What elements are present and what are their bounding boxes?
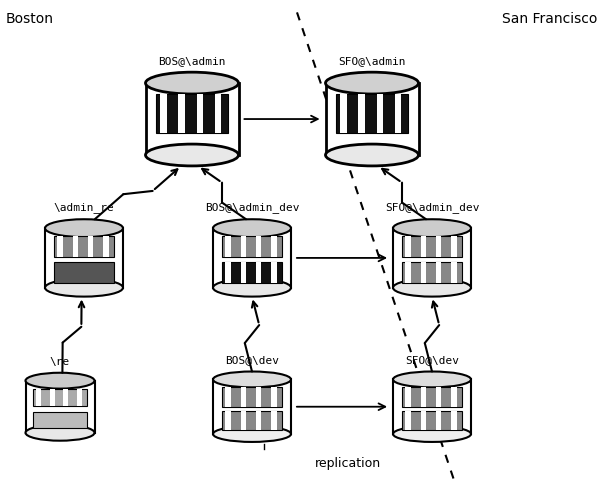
Bar xyxy=(37,389,41,406)
Ellipse shape xyxy=(393,372,471,387)
Ellipse shape xyxy=(213,219,291,237)
Bar xyxy=(406,236,411,257)
Ellipse shape xyxy=(213,426,291,442)
Bar xyxy=(358,94,365,133)
Bar xyxy=(197,94,203,133)
Bar xyxy=(421,262,426,283)
Ellipse shape xyxy=(25,425,95,440)
Bar xyxy=(160,94,167,133)
Ellipse shape xyxy=(146,72,239,94)
Bar xyxy=(103,236,109,257)
Bar xyxy=(325,83,419,155)
Bar xyxy=(221,411,283,430)
Bar xyxy=(421,236,426,257)
Bar xyxy=(215,94,221,133)
Bar xyxy=(221,387,283,407)
Ellipse shape xyxy=(45,279,123,297)
Bar xyxy=(401,387,463,407)
Bar xyxy=(377,94,383,133)
Ellipse shape xyxy=(393,279,471,297)
Text: BOS@\admin_dev: BOS@\admin_dev xyxy=(205,202,299,213)
Bar xyxy=(221,236,283,257)
Bar xyxy=(271,236,277,257)
Bar xyxy=(451,236,457,257)
Bar xyxy=(406,387,411,407)
Bar xyxy=(401,236,463,257)
Bar xyxy=(451,262,457,283)
Bar xyxy=(241,262,246,283)
Bar xyxy=(451,411,457,430)
Text: SFO@\admin: SFO@\admin xyxy=(338,56,406,66)
Bar xyxy=(395,94,401,133)
Bar xyxy=(33,389,87,406)
Bar xyxy=(53,236,115,257)
Bar xyxy=(226,262,231,283)
Bar xyxy=(226,387,231,407)
Bar xyxy=(58,236,63,257)
Bar xyxy=(336,94,408,133)
Bar xyxy=(77,389,82,406)
Bar xyxy=(421,387,426,407)
Bar xyxy=(213,379,291,434)
Bar xyxy=(241,387,246,407)
Text: Boston: Boston xyxy=(6,12,54,26)
Bar xyxy=(406,411,411,430)
Ellipse shape xyxy=(213,279,291,297)
Text: San Francisco: San Francisco xyxy=(502,12,597,26)
Bar xyxy=(436,411,442,430)
Ellipse shape xyxy=(45,219,123,237)
Ellipse shape xyxy=(325,144,419,166)
Bar xyxy=(436,236,442,257)
Bar xyxy=(88,236,94,257)
Bar xyxy=(406,262,411,283)
Text: \re: \re xyxy=(50,357,70,367)
Bar xyxy=(256,411,262,430)
Bar xyxy=(226,236,231,257)
Text: \admin_re: \admin_re xyxy=(53,202,115,213)
Ellipse shape xyxy=(25,373,95,389)
Bar xyxy=(33,412,87,428)
Bar xyxy=(156,94,228,133)
Bar xyxy=(221,262,283,283)
Bar xyxy=(393,228,471,288)
Bar xyxy=(271,262,277,283)
Bar xyxy=(146,83,239,155)
Ellipse shape xyxy=(146,144,239,166)
Bar xyxy=(256,236,262,257)
Bar xyxy=(64,389,68,406)
Bar xyxy=(256,387,262,407)
Text: BOS@\admin: BOS@\admin xyxy=(158,56,226,66)
Bar xyxy=(436,387,442,407)
Bar xyxy=(256,262,262,283)
Bar xyxy=(340,94,347,133)
Bar xyxy=(50,389,55,406)
Bar xyxy=(401,411,463,430)
Bar xyxy=(53,262,115,283)
Bar xyxy=(241,236,246,257)
Ellipse shape xyxy=(393,426,471,442)
Bar xyxy=(45,228,123,288)
Text: BOS@\dev: BOS@\dev xyxy=(225,356,279,366)
Ellipse shape xyxy=(325,72,419,94)
Ellipse shape xyxy=(393,219,471,237)
Ellipse shape xyxy=(213,372,291,387)
Bar xyxy=(73,236,78,257)
Bar xyxy=(226,411,231,430)
Bar xyxy=(26,381,95,433)
Text: SFO@\dev: SFO@\dev xyxy=(405,356,459,366)
Bar xyxy=(393,379,471,434)
Text: SFO@\admin_dev: SFO@\admin_dev xyxy=(385,202,479,213)
Text: replication: replication xyxy=(315,457,381,470)
Bar xyxy=(271,411,277,430)
Bar xyxy=(436,262,442,283)
Bar xyxy=(178,94,185,133)
Bar xyxy=(401,262,463,283)
Bar xyxy=(213,228,291,288)
Bar xyxy=(241,411,246,430)
Bar xyxy=(271,387,277,407)
Bar xyxy=(451,387,457,407)
Bar xyxy=(421,411,426,430)
